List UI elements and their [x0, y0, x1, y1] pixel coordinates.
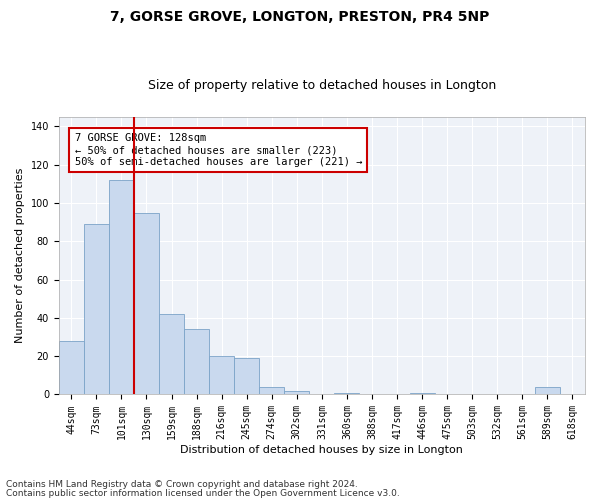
Text: 7, GORSE GROVE, LONGTON, PRESTON, PR4 5NP: 7, GORSE GROVE, LONGTON, PRESTON, PR4 5N… [110, 10, 490, 24]
Bar [109, 180, 134, 394]
X-axis label: Distribution of detached houses by size in Longton: Distribution of detached houses by size … [181, 445, 463, 455]
Bar [259, 387, 284, 394]
Bar [84, 224, 109, 394]
Bar [209, 356, 234, 395]
Bar [134, 212, 159, 394]
Bar [159, 314, 184, 394]
Text: Contains public sector information licensed under the Open Government Licence v3: Contains public sector information licen… [6, 488, 400, 498]
Bar [410, 392, 434, 394]
Bar [535, 387, 560, 394]
Title: Size of property relative to detached houses in Longton: Size of property relative to detached ho… [148, 79, 496, 92]
Bar [334, 392, 359, 394]
Bar [284, 390, 310, 394]
Bar [59, 341, 84, 394]
Y-axis label: Number of detached properties: Number of detached properties [15, 168, 25, 344]
Bar [184, 330, 209, 394]
Text: 7 GORSE GROVE: 128sqm
← 50% of detached houses are smaller (223)
50% of semi-det: 7 GORSE GROVE: 128sqm ← 50% of detached … [74, 134, 362, 166]
Bar [234, 358, 259, 395]
Text: Contains HM Land Registry data © Crown copyright and database right 2024.: Contains HM Land Registry data © Crown c… [6, 480, 358, 489]
